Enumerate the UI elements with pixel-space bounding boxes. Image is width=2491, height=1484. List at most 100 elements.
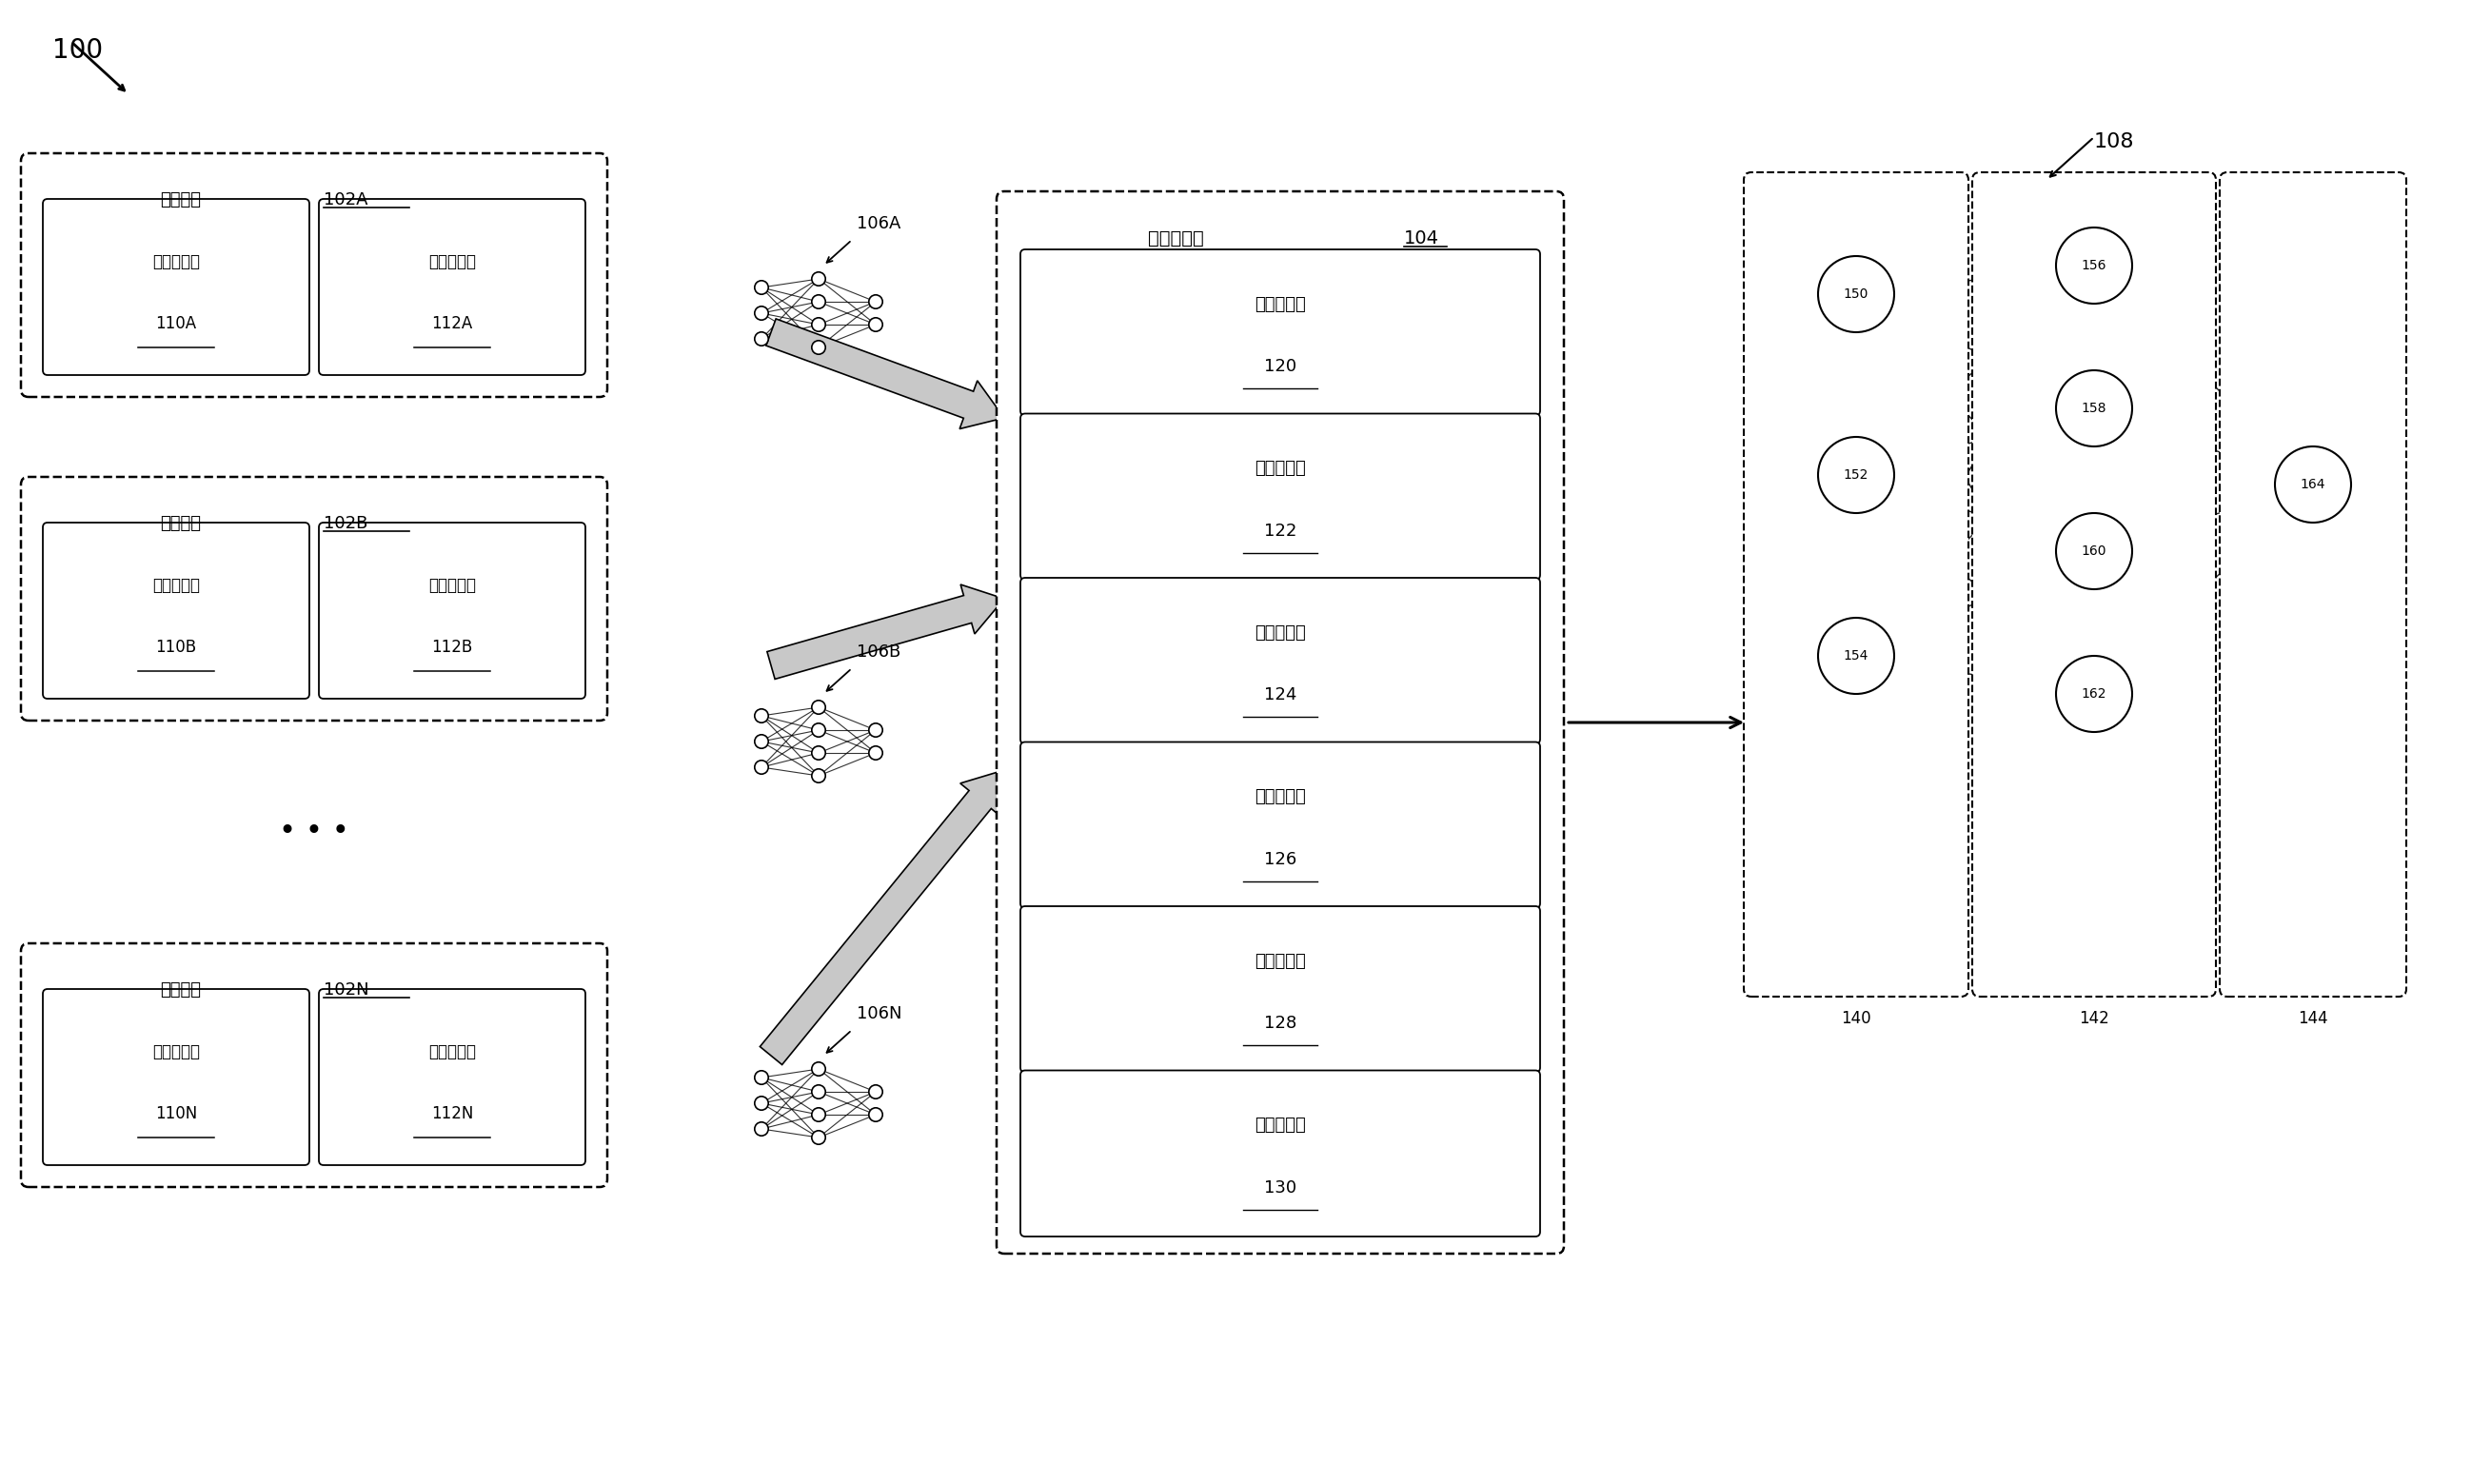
Text: 150: 150: [1843, 288, 1868, 301]
FancyBboxPatch shape: [319, 988, 585, 1165]
FancyBboxPatch shape: [319, 199, 585, 375]
Text: 162: 162: [2082, 687, 2107, 700]
Text: 110B: 110B: [154, 638, 197, 656]
Text: 接口管理器: 接口管理器: [1255, 295, 1305, 313]
Text: 训练节点: 训练节点: [159, 191, 202, 208]
Circle shape: [812, 295, 825, 309]
Text: 102B: 102B: [324, 515, 369, 533]
Text: 156: 156: [2082, 258, 2107, 272]
Text: 124: 124: [1263, 687, 1298, 703]
Circle shape: [869, 746, 882, 760]
Text: 110A: 110A: [154, 315, 197, 332]
Text: 140: 140: [1841, 1011, 1871, 1027]
FancyBboxPatch shape: [20, 153, 608, 396]
Circle shape: [869, 1109, 882, 1122]
FancyBboxPatch shape: [42, 199, 309, 375]
Circle shape: [869, 295, 882, 309]
Polygon shape: [767, 585, 1004, 680]
Circle shape: [869, 723, 882, 738]
FancyBboxPatch shape: [1021, 1070, 1539, 1236]
Circle shape: [1818, 617, 1893, 695]
Text: 模型管理器: 模型管理器: [428, 254, 476, 270]
Text: • • •: • • •: [279, 818, 349, 846]
Circle shape: [2055, 227, 2132, 304]
Circle shape: [755, 1097, 767, 1110]
Text: 权重确定器: 权重确定器: [1255, 788, 1305, 806]
FancyBboxPatch shape: [20, 476, 608, 721]
FancyBboxPatch shape: [319, 522, 585, 699]
Circle shape: [755, 1122, 767, 1135]
Circle shape: [755, 332, 767, 346]
Text: 154: 154: [1843, 649, 1868, 662]
Text: 112N: 112N: [431, 1106, 473, 1122]
FancyBboxPatch shape: [1744, 172, 1968, 997]
FancyBboxPatch shape: [42, 988, 309, 1165]
Text: 128: 128: [1263, 1015, 1295, 1033]
Text: 158: 158: [2082, 402, 2107, 416]
FancyBboxPatch shape: [2219, 172, 2406, 997]
Text: 模型管理器: 模型管理器: [428, 1043, 476, 1061]
Circle shape: [755, 280, 767, 294]
Text: 差异确定器: 差异确定器: [1255, 625, 1305, 641]
Text: 100: 100: [52, 37, 102, 64]
Circle shape: [869, 1085, 882, 1098]
Text: 106N: 106N: [857, 1005, 902, 1022]
Circle shape: [2055, 371, 2132, 447]
Circle shape: [869, 318, 882, 331]
FancyBboxPatch shape: [1021, 414, 1539, 580]
Circle shape: [755, 306, 767, 321]
Circle shape: [812, 318, 825, 331]
Circle shape: [812, 341, 825, 355]
Text: 112B: 112B: [431, 638, 473, 656]
Text: 模型训练器: 模型训练器: [152, 1043, 199, 1061]
Text: 102N: 102N: [324, 981, 369, 999]
Circle shape: [812, 1109, 825, 1122]
Text: 112A: 112A: [431, 315, 473, 332]
Text: 120: 120: [1263, 358, 1295, 375]
Text: 模型训练器: 模型训练器: [152, 254, 199, 270]
Text: 126: 126: [1263, 850, 1295, 868]
Circle shape: [2274, 447, 2352, 522]
Text: 164: 164: [2299, 478, 2327, 491]
Text: 共识确定器: 共识确定器: [1255, 460, 1305, 476]
Circle shape: [1818, 257, 1893, 332]
Circle shape: [812, 769, 825, 782]
Text: 108: 108: [2095, 132, 2135, 151]
Text: 训练节点: 训练节点: [159, 515, 202, 533]
Text: 104: 104: [1405, 230, 1440, 248]
Circle shape: [812, 700, 825, 714]
Text: 训练聚合器: 训练聚合器: [1148, 230, 1203, 248]
Text: 142: 142: [2080, 1011, 2110, 1027]
Text: 训练节点: 训练节点: [159, 981, 202, 999]
Text: 130: 130: [1263, 1180, 1295, 1196]
Circle shape: [812, 1131, 825, 1144]
Circle shape: [1818, 436, 1893, 513]
FancyBboxPatch shape: [20, 944, 608, 1187]
Text: 106B: 106B: [857, 644, 902, 660]
Text: 贡献确定器: 贡献确定器: [1255, 1116, 1305, 1134]
Polygon shape: [760, 770, 1004, 1064]
Circle shape: [755, 735, 767, 748]
Text: 160: 160: [2082, 545, 2107, 558]
Text: 102A: 102A: [324, 191, 369, 208]
FancyBboxPatch shape: [1021, 742, 1539, 908]
FancyBboxPatch shape: [996, 191, 1564, 1254]
Text: 152: 152: [1843, 469, 1868, 482]
Circle shape: [755, 760, 767, 775]
Circle shape: [812, 746, 825, 760]
Circle shape: [812, 723, 825, 738]
Text: 参数确定器: 参数确定器: [1255, 953, 1305, 969]
Text: 110N: 110N: [154, 1106, 197, 1122]
Circle shape: [755, 709, 767, 723]
Circle shape: [812, 1085, 825, 1098]
Text: 144: 144: [2299, 1011, 2329, 1027]
Circle shape: [755, 1070, 767, 1085]
Text: 106A: 106A: [857, 215, 902, 233]
Circle shape: [2055, 656, 2132, 732]
Text: 模型管理器: 模型管理器: [428, 577, 476, 594]
FancyBboxPatch shape: [1021, 907, 1539, 1073]
Circle shape: [812, 272, 825, 286]
FancyBboxPatch shape: [42, 522, 309, 699]
FancyBboxPatch shape: [1021, 577, 1539, 743]
FancyBboxPatch shape: [1973, 172, 2217, 997]
